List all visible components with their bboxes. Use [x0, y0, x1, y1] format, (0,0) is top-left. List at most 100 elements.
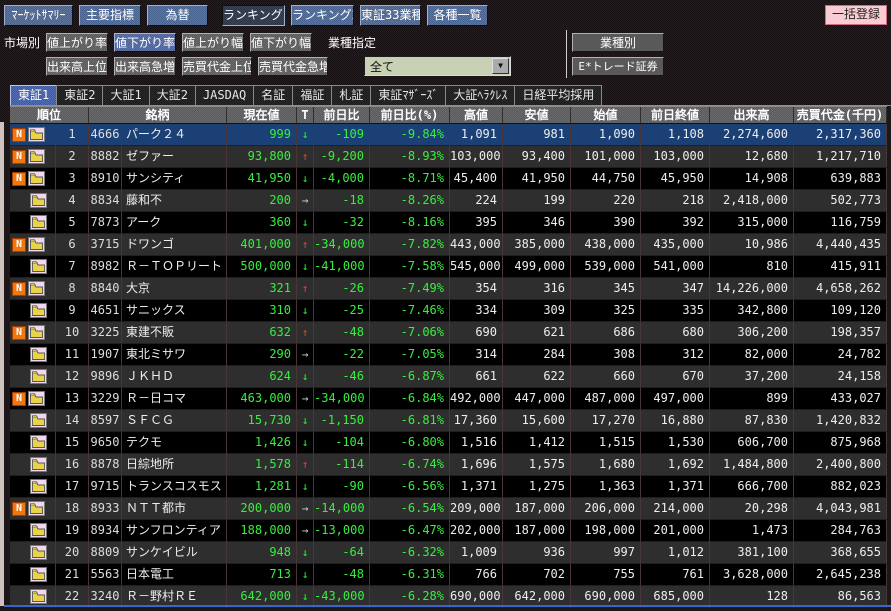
rank-filter-button-4[interactable]: 値下がり幅 [250, 32, 312, 52]
etrade-broker-button[interactable]: E*トレード証券 [572, 57, 664, 76]
volume-filter-button-3[interactable]: 売買代金上位 [182, 56, 252, 76]
table-row[interactable]: N 2 8882 ゼファー 93,800 ↑ -9,200 -8.93% 103,000 93,4… [10, 146, 887, 168]
table-row[interactable]: N 3 8910 サンシティ 41,950 ↓ -4,000 -8.71% 45,400 41,9… [10, 168, 887, 190]
chart-folder-icon[interactable] [30, 523, 47, 538]
toolbar-button-2[interactable]: 主要指標 [79, 4, 141, 26]
table-row[interactable]: 7 8982 Ｒ－ＴＯＰリート 500,000 ↓ -41,000 -7.58% 545,00… [10, 256, 887, 278]
table-row[interactable]: 21 5563 日本電工 713 ↓ -48 -6.31% 766 702 755 761 3,628… [10, 564, 887, 586]
chart-folder-icon[interactable] [28, 127, 45, 142]
chart-folder-icon[interactable] [28, 325, 45, 340]
table-row[interactable]: 5 7873 アーク 360 ↓ -32 -8.16% 395 346 390 392 315,000… [10, 212, 887, 234]
cell-trend: → [297, 388, 314, 410]
chart-folder-icon[interactable] [30, 347, 47, 362]
table-row[interactable]: N 10 3225 東建不販 632 ↑ -48 -7.06% 690 621 686 680 306,… [10, 322, 887, 344]
chart-folder-icon[interactable] [30, 259, 47, 274]
column-header-11[interactable]: 出来高 [710, 107, 794, 123]
table-row[interactable]: 12 9896 ＪＫＨＤ 624 ↓ -46 -6.87% 661 622 660 670 37,20… [10, 366, 887, 388]
chart-folder-icon[interactable] [30, 303, 47, 318]
column-header-1[interactable]: 順位 [10, 107, 89, 123]
market-tab-9[interactable]: 東証ﾏｻﾞｰｽﾞ [370, 85, 447, 105]
chart-folder-icon[interactable] [28, 237, 45, 252]
toolbar-button-4[interactable]: ランキング1 [222, 4, 285, 26]
rank-filter-button-2[interactable]: 値下がり率 [114, 32, 176, 52]
table-row[interactable]: N 8 8840 大京 321 ↑ -26 -7.49% 354 316 345 347 14,226,… [10, 278, 887, 300]
market-tab-11[interactable]: 日経平均採用 [514, 85, 603, 105]
table-row[interactable]: 9 4651 サニックス 310 ↓ -25 -7.46% 334 309 325 335 342,8… [10, 300, 887, 322]
table-row[interactable]: 22 3240 Ｒ－野村ＲＥ 642,000 ↓ -43,000 -6.28% 690,000… [10, 586, 887, 608]
news-icon-slot [12, 480, 28, 494]
dropdown-arrow-icon[interactable]: ▼ [492, 58, 509, 74]
column-header-4[interactable]: T [297, 107, 314, 123]
rank-filter-button-1[interactable]: 値上がり率 [46, 32, 108, 52]
table-row[interactable]: N 6 3715 ドワンゴ 401,000 ↑ -34,000 -7.82% 443,000 38… [10, 234, 887, 256]
market-tab-6[interactable]: 名証 [253, 85, 294, 105]
market-tab-8[interactable]: 札証 [331, 85, 372, 105]
toolbar-button-7[interactable]: 各種一覧 [427, 4, 488, 26]
chart-folder-icon[interactable] [30, 589, 47, 604]
table-row[interactable]: N 13 3229 Ｒ－日コマ 463,000 → -34,000 -6.84% 492,000… [10, 388, 887, 410]
volume-filter-row: 出来高上位 出来高急増 売買代金上位 売買代金急増 全て ▼ [4, 56, 891, 76]
volume-filter-button-2[interactable]: 出来高急増 [114, 56, 176, 76]
news-icon: N [12, 391, 26, 406]
table-row[interactable]: 11 1907 東北ミサワ 290 → -22 -7.05% 314 284 308 312 82,0… [10, 344, 887, 366]
column-header-12[interactable]: 売買代金(千円) [794, 107, 887, 123]
industry-by-button[interactable]: 業種別 [572, 33, 664, 52]
market-tab-1[interactable]: 東証1 [10, 85, 58, 105]
table-row[interactable]: N 18 8933 ＮＴＴ都市 200,000 → -14,000 -6.54% 209,000… [10, 498, 887, 520]
chart-folder-icon[interactable] [30, 193, 47, 208]
cell-high: 766 [450, 564, 503, 586]
cell-low: 346 [503, 212, 571, 234]
chart-folder-icon[interactable] [28, 391, 45, 406]
column-header-10[interactable]: 前日終値 [641, 107, 710, 123]
toolbar-button-1[interactable]: ﾏｰｹｯﾄｻﾏﾘｰ [4, 4, 73, 26]
cell-value: 1,420,832 [794, 410, 887, 432]
chart-folder-icon[interactable] [30, 215, 47, 230]
chart-folder-icon[interactable] [28, 501, 45, 516]
chart-folder-icon[interactable] [30, 457, 47, 472]
chart-folder-icon[interactable] [30, 435, 47, 450]
toolbar-button-6[interactable]: 東証33業種 [360, 4, 421, 26]
column-header-7[interactable]: 高値 [450, 107, 503, 123]
market-tab-10[interactable]: 大証ﾍﾗｸﾚｽ [445, 85, 516, 105]
chart-folder-icon[interactable] [30, 545, 47, 560]
chart-folder-icon[interactable] [28, 281, 45, 296]
column-header-8[interactable]: 安値 [503, 107, 571, 123]
column-header-2[interactable]: 銘柄 [89, 107, 227, 123]
table-row[interactable]: 16 8878 日綜地所 1,578 ↑ -114 -6.74% 1,696 1,575 1,68… [10, 454, 887, 476]
toolbar-button-5[interactable]: ランキング2 [291, 4, 354, 26]
column-header-5[interactable]: 前日比 [314, 107, 370, 123]
chart-folder-icon[interactable] [30, 369, 47, 384]
table-row[interactable]: 4 8834 藤和不 200 → -18 -8.26% 224 199 220 218 2,418,0… [10, 190, 887, 212]
table-row[interactable]: N 1 4666 パーク２４ 999 ↓ -109 -9.84% 1,091 981 1,090 1,… [10, 124, 887, 146]
table-row[interactable]: 17 9715 トランスコスモス 1,281 ↓ -90 -6.56% 1,371 1,275 1… [10, 476, 887, 498]
down-arrow-icon: ↓ [301, 216, 309, 229]
chart-folder-icon[interactable] [30, 479, 47, 494]
column-header-3[interactable]: 現在値 [227, 107, 297, 123]
volume-filter-button-1[interactable]: 出来高上位 [46, 56, 108, 76]
column-header-6[interactable]: 前日比(%) [370, 107, 450, 123]
cell-trend: → [297, 344, 314, 366]
market-tab-5[interactable]: JASDAQ [194, 85, 255, 105]
volume-filter-button-4[interactable]: 売買代金急増 [258, 56, 328, 76]
batch-register-button[interactable]: 一括登録 [825, 5, 887, 25]
market-tab-4[interactable]: 大証2 [148, 85, 196, 105]
chart-folder-icon[interactable] [28, 171, 45, 186]
market-tab-3[interactable]: 大証1 [102, 85, 150, 105]
market-tab-7[interactable]: 福証 [292, 85, 333, 105]
toolbar-button-3[interactable]: 為替 [147, 4, 208, 26]
chart-folder-icon[interactable] [30, 567, 47, 582]
table-row[interactable]: 19 8934 サンフロンティア 188,000 → -13,000 -6.47% 202,0… [10, 520, 887, 542]
market-tab-2[interactable]: 東証2 [56, 85, 104, 105]
table-row[interactable]: 20 8809 サンケイビル 948 ↓ -64 -6.32% 1,009 936 997 1,01… [10, 542, 887, 564]
chart-folder-icon[interactable] [30, 413, 47, 428]
cell-code: 8934 [89, 520, 122, 542]
table-row[interactable]: 15 9650 テクモ 1,426 ↓ -104 -6.80% 1,516 1,412 1,515… [10, 432, 887, 454]
table-row[interactable]: 14 8597 ＳＦＣＧ 15,730 ↓ -1,150 -6.81% 17,360 15,60… [10, 410, 887, 432]
rank-filter-button-3[interactable]: 値上がり幅 [182, 32, 244, 52]
up-arrow-icon: ↑ [301, 458, 309, 471]
left-scroll-strip[interactable] [0, 122, 4, 606]
column-header-9[interactable]: 始値 [571, 107, 641, 123]
rank-filter-buttons: 値上がり率 値下がり率 値上がり幅 値下がり幅 [46, 32, 318, 52]
industry-select[interactable]: 全て ▼ [364, 56, 511, 76]
chart-folder-icon[interactable] [28, 149, 45, 164]
